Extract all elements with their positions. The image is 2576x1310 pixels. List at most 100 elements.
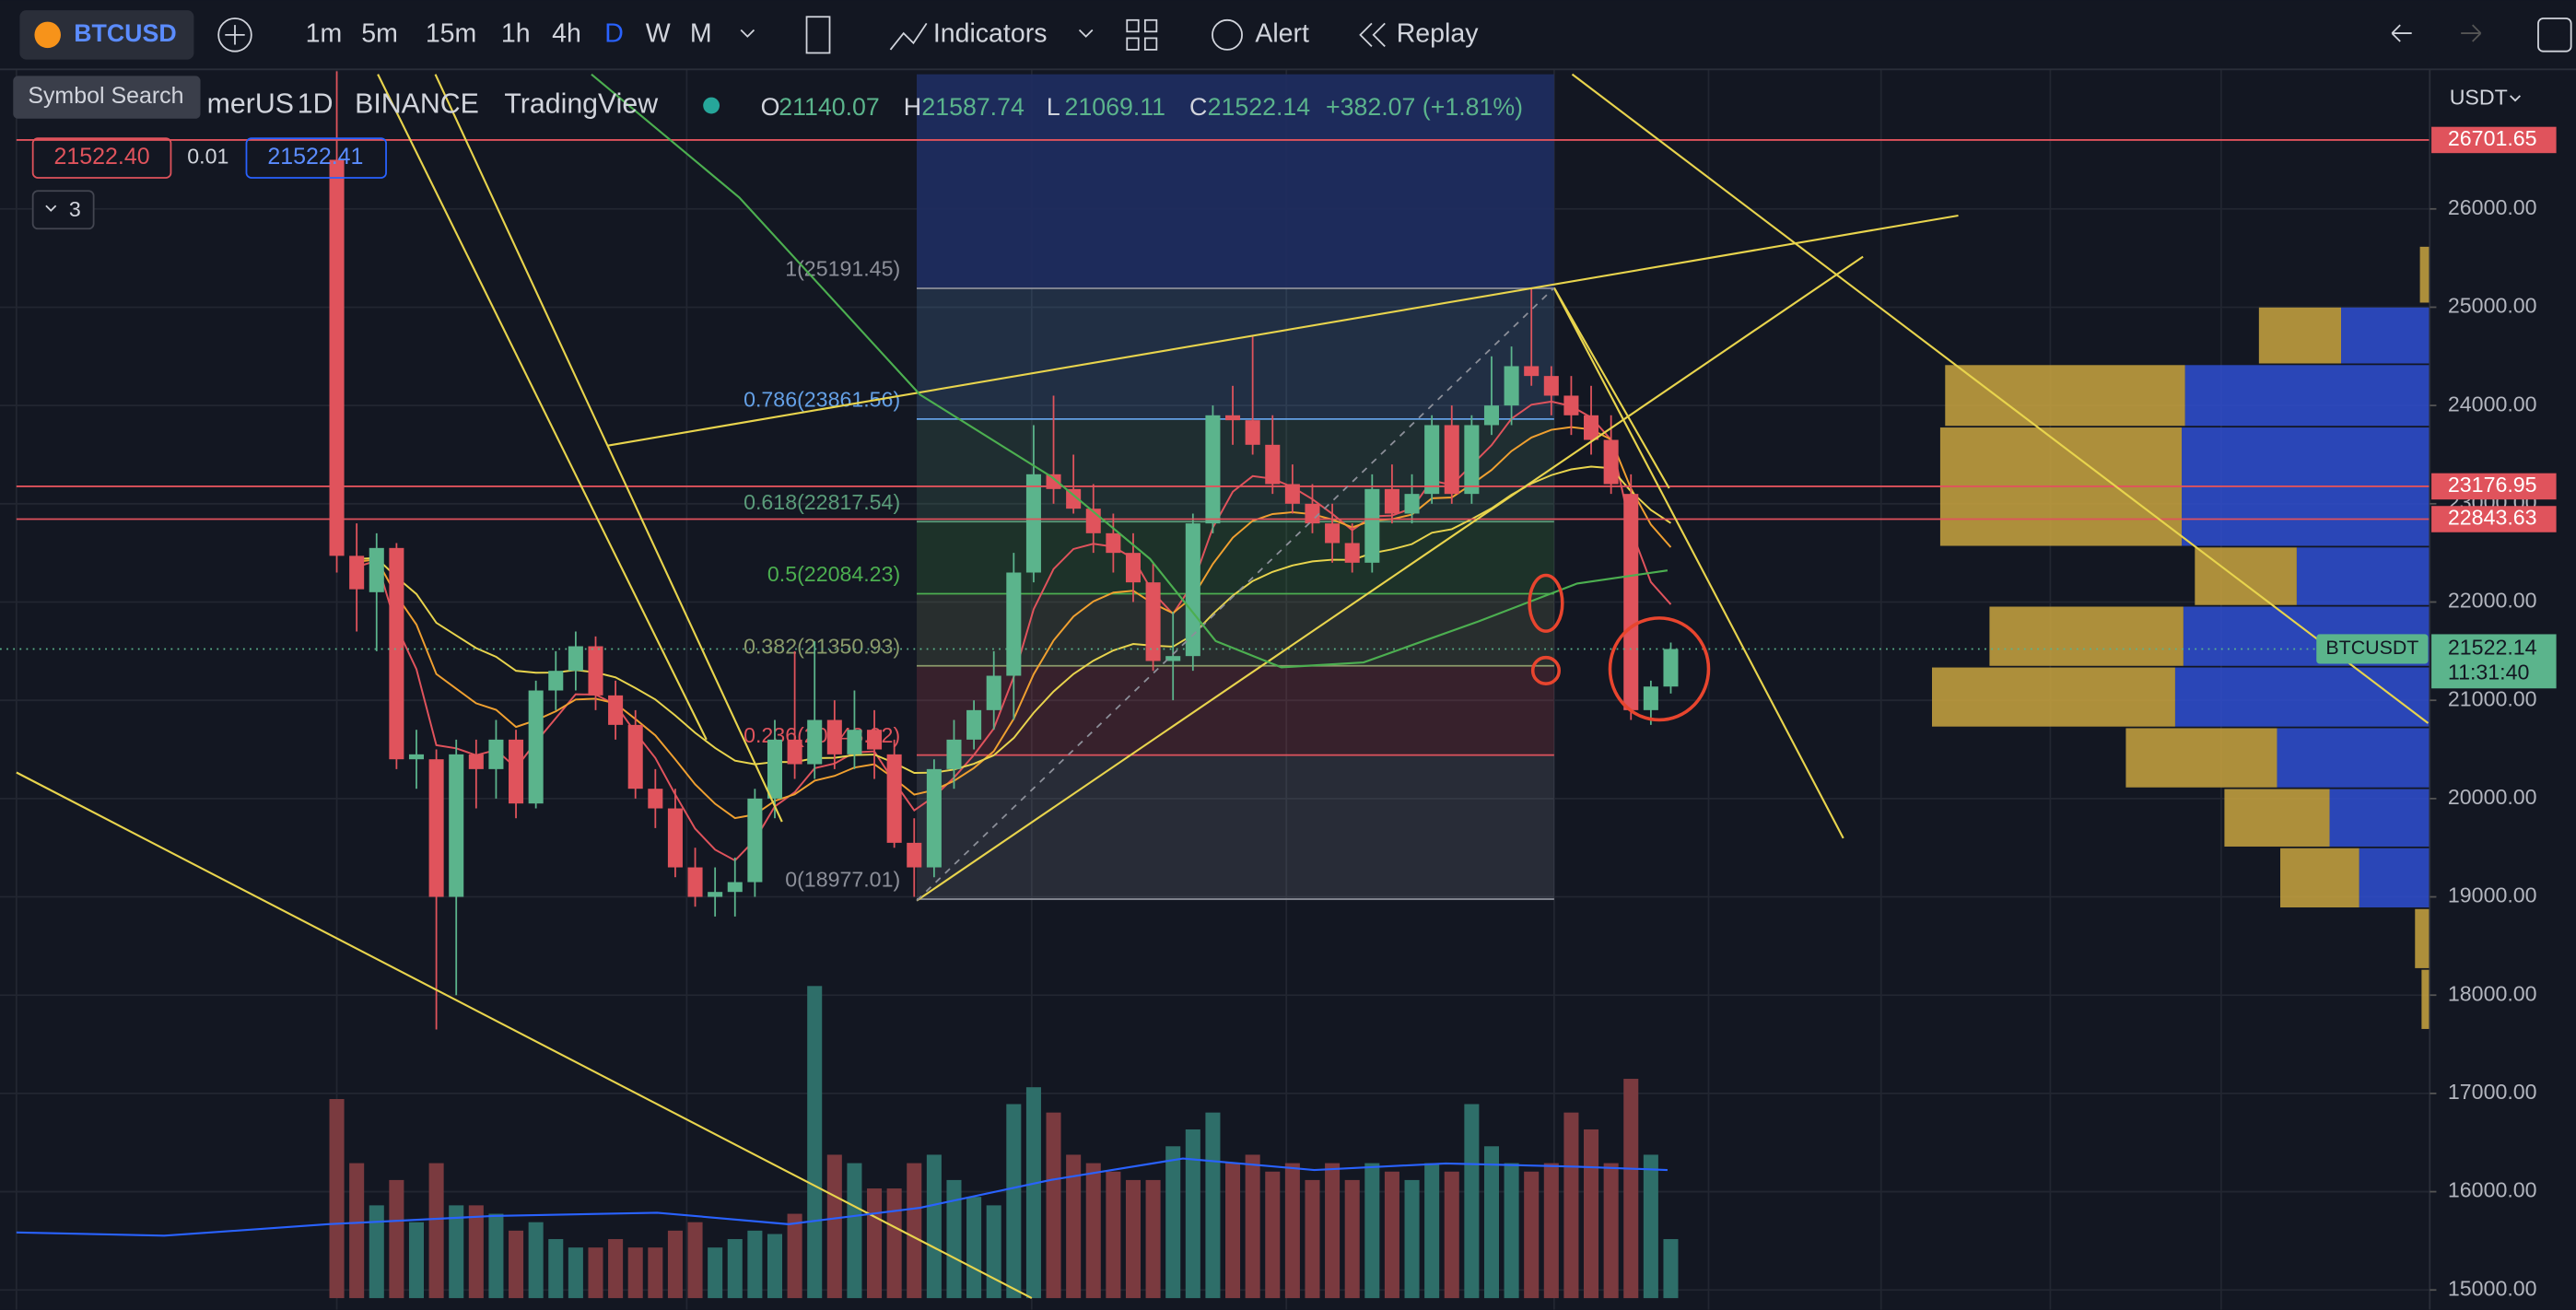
price-tag	[2431, 473, 2557, 500]
volume-bar	[708, 1247, 723, 1299]
legend-exchange: BINANCE	[355, 89, 479, 120]
candle-body	[509, 739, 524, 804]
symbol[interactable]: BTCUSD	[74, 19, 176, 47]
volume-bar	[648, 1247, 663, 1299]
profile-up	[1989, 606, 2184, 666]
volume-bar	[627, 1247, 643, 1299]
volume-bar	[1584, 1129, 1599, 1299]
alert-button[interactable]: Alert	[1255, 18, 1309, 48]
chevron	[45, 205, 57, 212]
volume-bar	[1066, 1154, 1082, 1299]
chevron[interactable]	[1078, 29, 1094, 38]
buy-box[interactable]	[245, 137, 387, 179]
y-tick-label: 20000.00	[2448, 785, 2537, 809]
volume-bar	[1464, 1104, 1480, 1299]
volume-bar	[926, 1154, 942, 1299]
ohlc-key: L	[1047, 93, 1060, 121]
chart-type-icon[interactable]	[805, 16, 831, 54]
sell-price[interactable]: 21522.40	[54, 144, 150, 170]
candle-body	[1046, 474, 1061, 489]
intervals: 1m 5m 15m 1h 4h D W M	[306, 18, 712, 48]
candle-body	[1603, 439, 1619, 485]
interval[interactable]: D	[604, 18, 624, 48]
profile-up	[1932, 667, 2175, 727]
volume-bar	[966, 1197, 982, 1299]
profile-up	[2224, 789, 2330, 847]
indicators-toggle[interactable]	[31, 190, 95, 230]
price-axis: USDT 26000.0025000.0024000.0023000.00220…	[2316, 69, 2576, 1310]
candle-body	[608, 695, 624, 725]
candle-body	[1165, 656, 1181, 661]
legend: Symbol Search merUS 1D BINANCE TradingVi…	[13, 76, 1523, 230]
candle-body	[548, 671, 564, 691]
axis-background	[2430, 69, 2576, 1310]
buy-price[interactable]: 21522.41	[267, 144, 363, 170]
sell-box[interactable]	[31, 137, 172, 179]
volume-bar	[1504, 1163, 1519, 1299]
candle-body	[847, 730, 862, 754]
candle-body	[907, 842, 922, 868]
profile-down	[2329, 789, 2430, 847]
volume-bar	[1025, 1087, 1041, 1299]
interval[interactable]: 1m	[306, 18, 343, 48]
fib-zone	[917, 288, 1554, 419]
undo[interactable]	[2391, 24, 2412, 42]
volume-bar	[1444, 1171, 1459, 1299]
indicator-count[interactable]: 3	[69, 197, 81, 221]
profile-down	[2184, 365, 2430, 427]
currency[interactable]: USDT	[2450, 86, 2508, 110]
profile-down	[2174, 667, 2430, 727]
volume-bar	[509, 1230, 524, 1299]
replay-button[interactable]: Replay	[1397, 18, 1480, 48]
ohlc-key: O	[761, 93, 780, 121]
interval[interactable]: 15m	[426, 18, 476, 48]
volume-bar	[807, 986, 823, 1299]
layouts-icon[interactable]	[1126, 18, 1158, 51]
fib-label: 0.618(22817.54)	[744, 490, 900, 514]
volume-bar	[548, 1239, 564, 1299]
volume-bar	[1643, 1154, 1658, 1299]
fib-zone	[917, 521, 1554, 594]
fib-zone	[917, 665, 1554, 755]
indicators-button[interactable]: Indicators	[933, 18, 1048, 48]
add-symbol[interactable]	[217, 18, 252, 53]
candle-body	[528, 690, 544, 804]
volume-bar	[1165, 1146, 1181, 1299]
volume-bar	[588, 1247, 603, 1299]
candle-body	[708, 892, 723, 897]
circle	[1530, 655, 1562, 685]
redo[interactable]	[2461, 24, 2482, 42]
candle-body	[1245, 420, 1260, 445]
volume-bar	[687, 1222, 703, 1299]
candle-body	[1584, 415, 1599, 440]
candle-body	[389, 547, 404, 760]
candle-body	[1663, 649, 1679, 687]
fib-label: 0.5(22084.23)	[767, 562, 900, 586]
plot-area: 1(25191.45)0.786(23861.56)0.618(22817.54…	[0, 69, 2430, 1310]
ohlc-value: 21587.74	[921, 93, 1025, 121]
legend-symbol[interactable]: merUS	[207, 89, 294, 120]
volume-bar	[1344, 1179, 1360, 1299]
interval[interactable]: 1h	[501, 18, 531, 48]
candle-body	[468, 754, 484, 769]
candle-body	[767, 739, 783, 799]
trendline	[16, 771, 1033, 1300]
interval[interactable]: M	[690, 18, 712, 48]
candle-body	[1444, 425, 1459, 495]
candle-body	[428, 759, 444, 897]
interval[interactable]: W	[646, 18, 671, 48]
candle-body	[627, 724, 643, 790]
volume-bar	[1006, 1104, 1022, 1299]
price-tag	[2431, 506, 2557, 532]
y-tick-label: 21000.00	[2448, 686, 2537, 710]
volume-bar	[1404, 1179, 1420, 1299]
interval[interactable]: 4h	[552, 18, 581, 48]
symbol-button[interactable]	[19, 10, 194, 60]
candle-body	[667, 808, 683, 868]
fullscreen[interactable]	[2537, 18, 2572, 53]
volume-bar	[787, 1213, 802, 1299]
interval[interactable]: 5m	[361, 18, 398, 48]
volume-bar	[428, 1163, 444, 1299]
chevron[interactable]	[740, 29, 755, 38]
